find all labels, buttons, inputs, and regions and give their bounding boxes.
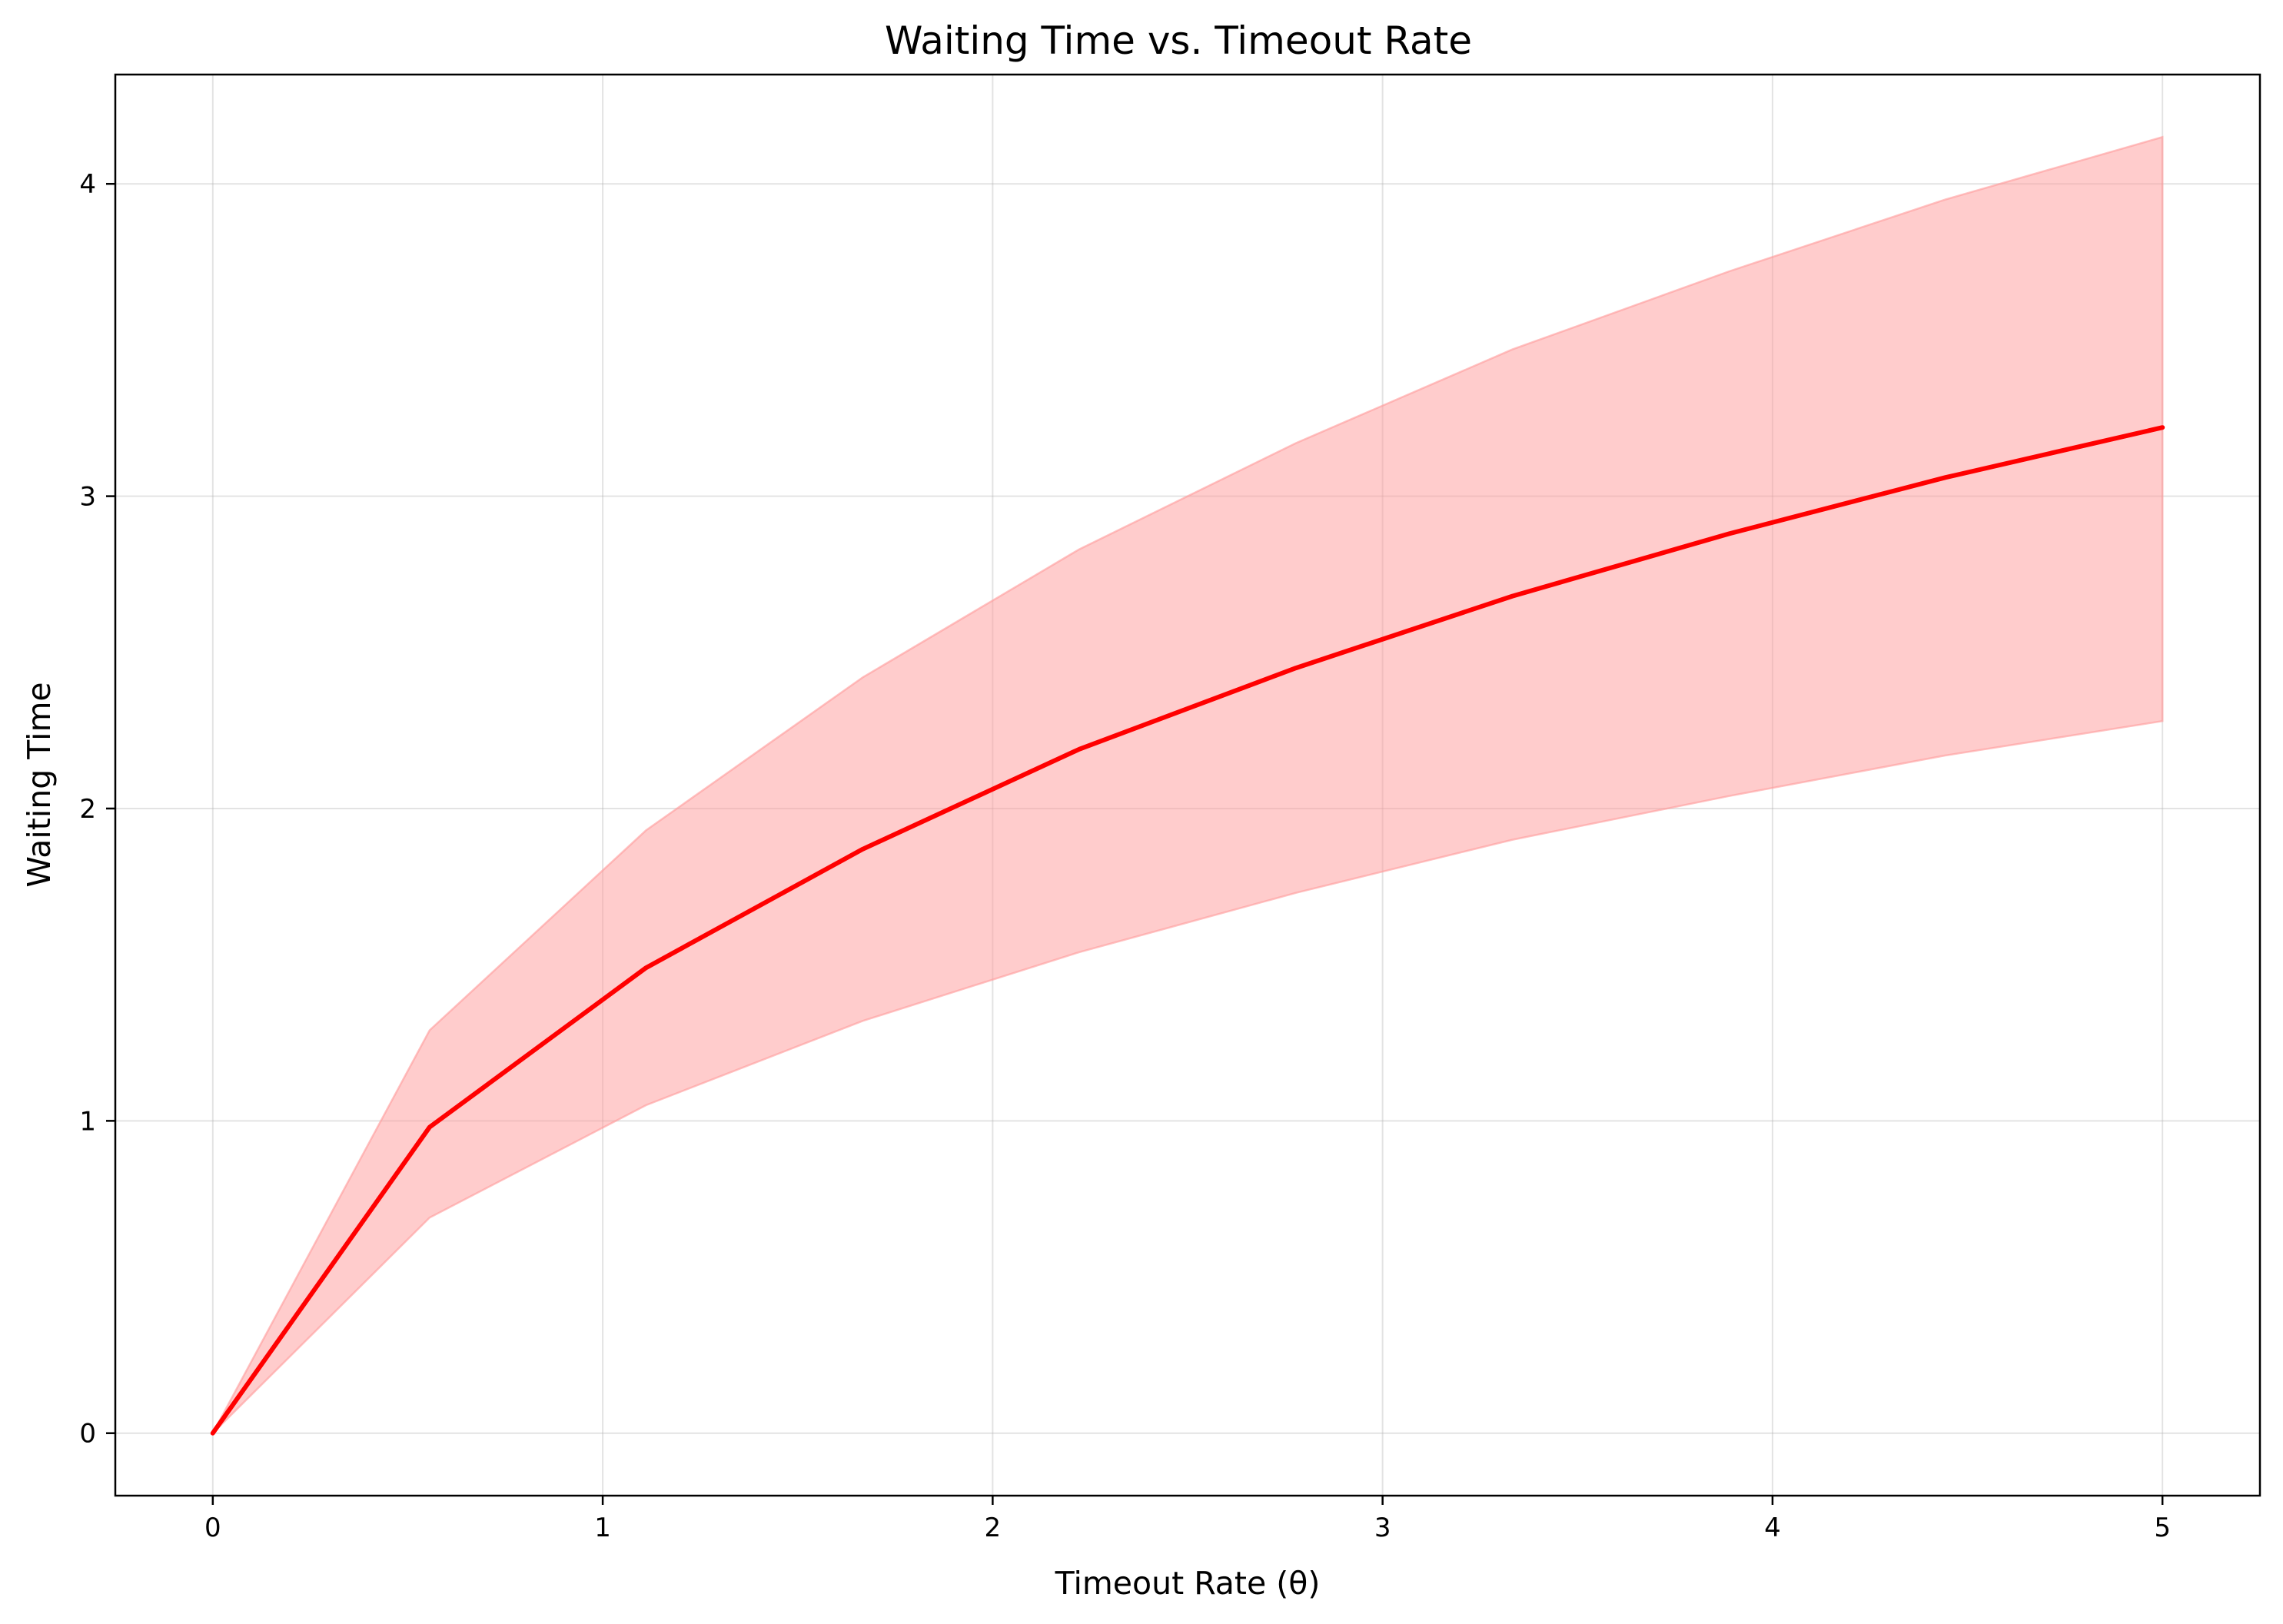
plot-frame	[114, 73, 2261, 1497]
x-tick-label: 0	[204, 1513, 221, 1543]
series-line	[210, 425, 2165, 1436]
y-tick-label: 1	[79, 1106, 96, 1137]
x-tick-label: 1	[594, 1513, 611, 1543]
x-tick-label: 2	[985, 1513, 1002, 1543]
y-tick-label: 4	[79, 169, 96, 200]
x-axis-label: Timeout Rate (θ)	[1055, 1565, 1321, 1602]
axis-ticks: 0 1 2 3 4 5 0 1 2 3 4	[79, 169, 2171, 1543]
y-tick-label: 2	[79, 794, 96, 825]
x-tick-label: 3	[1374, 1513, 1391, 1543]
y-axis-label: Waiting Time	[21, 682, 58, 887]
x-tick-label: 4	[1764, 1513, 1781, 1543]
y-tick-label: 0	[79, 1419, 96, 1450]
chart-title: Waiting Time vs. Timeout Rate	[885, 18, 1472, 63]
x-tick-label: 5	[2154, 1513, 2171, 1543]
y-tick-label: 3	[79, 482, 96, 513]
